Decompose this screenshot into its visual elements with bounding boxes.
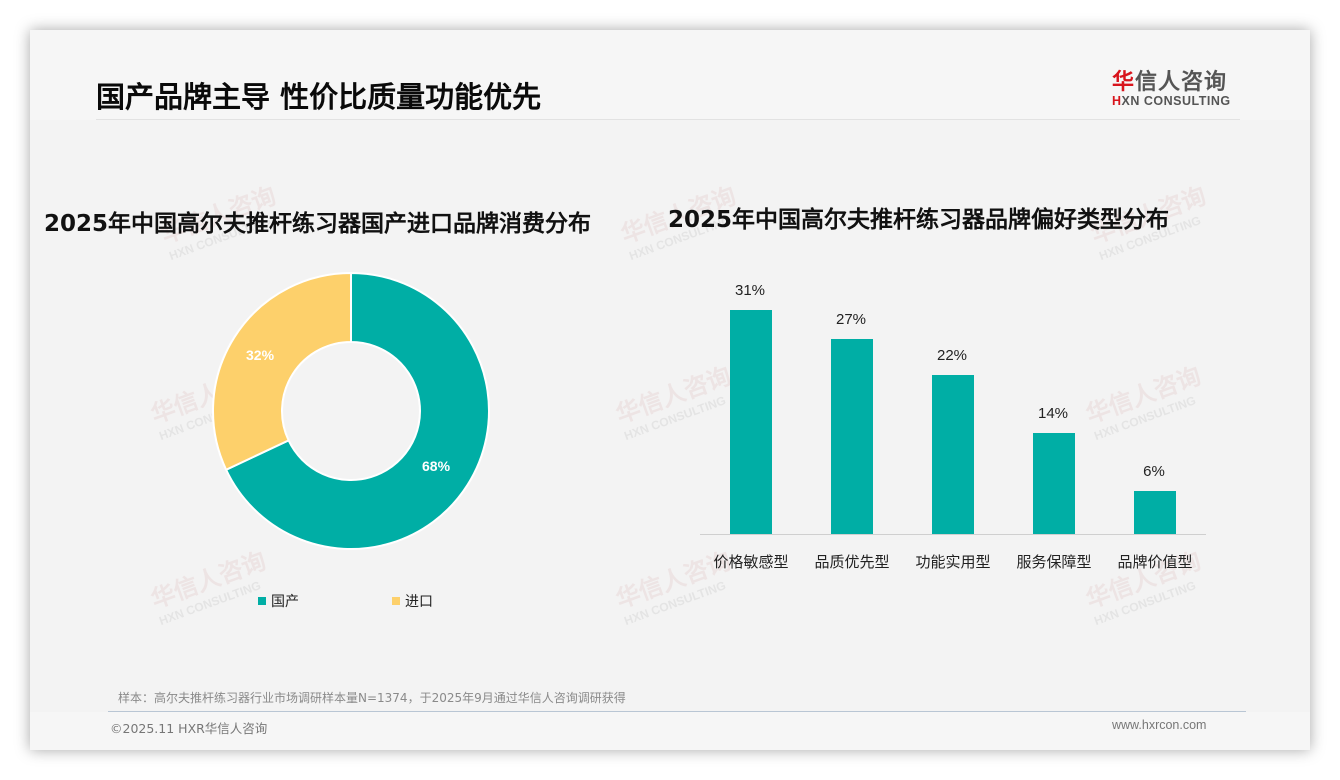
- website-link: www.hxrcon.com: [1112, 718, 1207, 732]
- bar-value: 27%: [835, 311, 867, 328]
- bar-category: 品牌价值型: [1117, 553, 1193, 571]
- logo-chinese: 华信人咨询: [1112, 64, 1252, 96]
- slice-label-imported: 32%: [246, 347, 275, 363]
- bar-chart: 31% 价格敏感型 27% 品质优先型 22% 功能实用型 14% 服务保障型 …: [700, 280, 1206, 585]
- legend-item-domestic: 国产: [258, 591, 299, 611]
- bar-value: 14%: [1037, 405, 1069, 422]
- x-axis-line: [700, 534, 1206, 535]
- logo-english: HXN CONSULTING: [1112, 94, 1252, 108]
- donut-chart-svg: [212, 271, 490, 550]
- slide: 国产品牌主导 性价比质量功能优先 华信人咨询 HXN CONSULTING 华信…: [30, 30, 1310, 750]
- footer-divider: [108, 711, 1246, 712]
- bar-service-guarantee: [1033, 433, 1075, 534]
- donut-chart-title: 2025年中国高尔夫推杆练习器国产进口品牌消费分布: [44, 211, 592, 237]
- donut-slice-1: [212, 271, 352, 472]
- logo-english-rest: XN CONSULTING: [1121, 94, 1231, 108]
- donut-slice-0: [224, 271, 490, 550]
- bar-price-sensitive: [730, 310, 772, 534]
- bar-chart-title: 2025年中国高尔夫推杆练习器品牌偏好类型分布: [668, 207, 1170, 233]
- footer: ©2025.11 HXR华信人咨询 www.hxrcon.com: [30, 712, 1310, 750]
- bar-brand-value: [1134, 491, 1176, 534]
- legend-swatch-icon: [258, 597, 266, 605]
- bar-category: 价格敏感型: [713, 553, 789, 571]
- logo-chinese-red: 华: [1112, 70, 1136, 95]
- legend-swatch-icon: [392, 597, 400, 605]
- legend-item-imported: 进口: [392, 591, 433, 611]
- legend-label: 国产: [271, 594, 299, 610]
- bar-category: 服务保障型: [1016, 553, 1092, 571]
- bar-quality-first: [831, 339, 873, 534]
- page-title: 国产品牌主导 性价比质量功能优先: [96, 80, 542, 114]
- bar-value: 6%: [1143, 463, 1165, 480]
- donut-chart: 32% 68%: [212, 271, 490, 550]
- logo-english-red: H: [1112, 94, 1122, 108]
- logo-chinese-rest: 信人咨询: [1135, 70, 1228, 95]
- copyright-text: ©2025.11 HXR华信人咨询: [110, 721, 268, 736]
- legend-label: 进口: [405, 594, 433, 610]
- sample-footnote: 样本：高尔夫推杆练习器行业市场调研样本量N=1374，于2025年9月通过华信人…: [118, 691, 626, 705]
- header: 国产品牌主导 性价比质量功能优先 华信人咨询 HXN CONSULTING: [30, 30, 1310, 120]
- bar-function-practical: [932, 375, 974, 534]
- bar-value: 31%: [734, 282, 766, 299]
- bar-category: 功能实用型: [915, 553, 991, 571]
- slice-label-domestic: 68%: [422, 458, 451, 474]
- watermark: 华信人咨询 HXN CONSULTING: [147, 546, 270, 629]
- bar-category: 品质优先型: [814, 553, 890, 571]
- bar-value: 22%: [936, 347, 968, 364]
- company-logo: 华信人咨询 HXN CONSULTING: [1112, 64, 1252, 108]
- header-divider: [96, 119, 1240, 120]
